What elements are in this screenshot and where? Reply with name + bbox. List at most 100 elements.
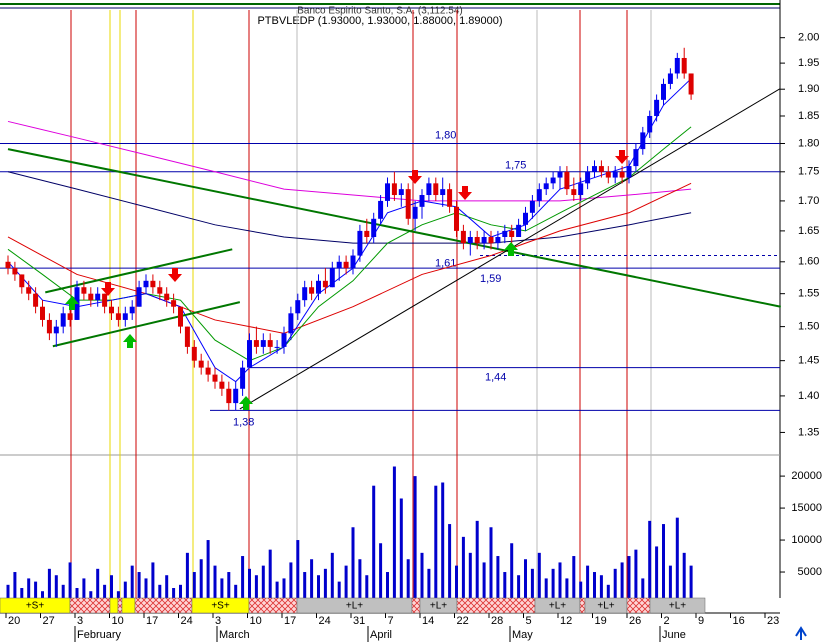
candle-body bbox=[433, 183, 439, 196]
volume-bar bbox=[165, 575, 169, 604]
volume-bar bbox=[227, 572, 231, 604]
sell-arrow bbox=[458, 186, 472, 200]
x-tick-label: 10 bbox=[250, 615, 262, 627]
volume-bar bbox=[27, 578, 31, 604]
volume-bar bbox=[586, 565, 590, 604]
volume-bar bbox=[682, 552, 686, 604]
volume-bar bbox=[620, 562, 624, 604]
volume-bar bbox=[130, 565, 134, 604]
candle-body bbox=[654, 99, 660, 116]
candle-body bbox=[219, 381, 225, 389]
candle-body bbox=[67, 313, 73, 320]
candle-body bbox=[481, 236, 487, 244]
candle-body bbox=[633, 149, 639, 167]
candle-body bbox=[564, 171, 570, 190]
volume-bar bbox=[234, 584, 238, 604]
volume-bar bbox=[137, 572, 141, 604]
sell-arrow bbox=[168, 268, 182, 282]
band-label: +L+ bbox=[669, 601, 686, 612]
candle-body bbox=[295, 300, 301, 314]
candle-body bbox=[626, 166, 632, 178]
buy-arrow bbox=[239, 396, 253, 410]
candle-body bbox=[191, 346, 197, 361]
candle-body bbox=[378, 200, 384, 219]
candle-body bbox=[454, 206, 459, 231]
volume-bar bbox=[468, 552, 472, 604]
candle-body bbox=[460, 230, 466, 244]
month-label: March bbox=[219, 629, 250, 641]
volume-bar bbox=[668, 565, 672, 604]
candle-body bbox=[557, 171, 563, 178]
candle-body bbox=[509, 230, 515, 237]
volume-bar bbox=[289, 562, 293, 604]
volume-bar bbox=[6, 584, 10, 604]
volume-bar bbox=[530, 568, 534, 604]
volume-bar bbox=[517, 575, 521, 604]
y-tick-label: 1.65 bbox=[798, 225, 819, 237]
candle-body bbox=[371, 218, 377, 237]
volume-bar bbox=[634, 549, 638, 604]
volume-bar bbox=[20, 588, 24, 604]
month-label: June bbox=[662, 629, 686, 641]
candle-body bbox=[81, 287, 87, 294]
candle-body bbox=[412, 206, 418, 219]
candle-body bbox=[26, 287, 32, 294]
scroll-icon[interactable] bbox=[795, 626, 807, 640]
band-label: +L+ bbox=[430, 601, 447, 612]
band-label: +L+ bbox=[549, 601, 566, 612]
volume-bar bbox=[524, 559, 527, 604]
candle-body bbox=[88, 293, 94, 301]
x-tick-label: 19 bbox=[595, 615, 607, 627]
candle-body bbox=[233, 388, 239, 404]
candle-body bbox=[391, 183, 397, 196]
volume-bar bbox=[455, 565, 458, 604]
volume-bar bbox=[192, 572, 196, 604]
y-tick-label: 1.40 bbox=[798, 390, 819, 402]
chart-title: PTBVLEDP (1.93000, 1.93000, 1.88000, 1.8… bbox=[257, 15, 502, 27]
volume-bar bbox=[75, 588, 79, 604]
candle-body bbox=[419, 195, 425, 207]
y-tick-label: 10000 bbox=[791, 534, 822, 546]
candle-body bbox=[53, 326, 59, 334]
x-tick-label: 17 bbox=[284, 615, 296, 627]
volume-bar bbox=[13, 572, 17, 604]
volume-bar bbox=[337, 581, 341, 604]
candle-body bbox=[502, 230, 508, 237]
volume-bar bbox=[365, 575, 369, 604]
volume-bar bbox=[475, 520, 479, 604]
candle-body bbox=[688, 73, 694, 95]
candle-body bbox=[184, 326, 190, 347]
volume-bar bbox=[510, 543, 514, 604]
candle-body bbox=[619, 171, 625, 178]
candle-body bbox=[329, 268, 335, 288]
volume-bar bbox=[544, 578, 548, 604]
volume-bar bbox=[413, 476, 417, 604]
x-tick-label: 10 bbox=[112, 615, 124, 627]
x-tick-label: 7 bbox=[388, 615, 394, 627]
volume-bar bbox=[558, 562, 562, 604]
candle-body bbox=[336, 261, 342, 269]
volume-bar bbox=[144, 578, 148, 604]
candle-body bbox=[543, 183, 549, 190]
volume-bar bbox=[420, 552, 424, 604]
candle-body bbox=[661, 83, 666, 100]
x-tick-label: 14 bbox=[422, 615, 434, 627]
y-tick-label: 1.95 bbox=[798, 57, 819, 69]
candle-body bbox=[136, 287, 142, 307]
candle-body bbox=[426, 183, 432, 196]
candle-body bbox=[115, 313, 121, 320]
volume-bar bbox=[248, 568, 251, 604]
candle-body bbox=[578, 183, 584, 196]
candle-body bbox=[40, 306, 45, 320]
x-tick-label: 26 bbox=[629, 615, 641, 627]
candle-body bbox=[267, 340, 273, 347]
moving-average bbox=[7, 182, 692, 334]
volume-bar bbox=[254, 575, 258, 604]
band-label: +S+ bbox=[211, 601, 230, 612]
volume-bar bbox=[103, 584, 107, 604]
y-tick-label: 1.55 bbox=[798, 288, 819, 300]
candle-body bbox=[60, 313, 66, 327]
candle-body bbox=[178, 306, 183, 327]
level-label: 1,59 bbox=[480, 273, 501, 285]
